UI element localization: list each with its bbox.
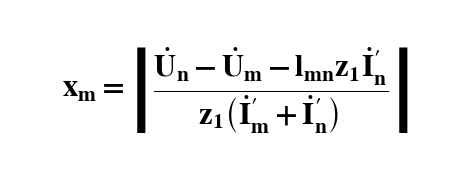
Text: $\mathbf{x_m = \left|\dfrac{\dot{U}_n - \dot{U}_m - l_{mn}z_1\dot{I}_n^{\prime}}: $\mathbf{x_m = \left|\dfrac{\dot{U}_n - …	[62, 45, 409, 135]
